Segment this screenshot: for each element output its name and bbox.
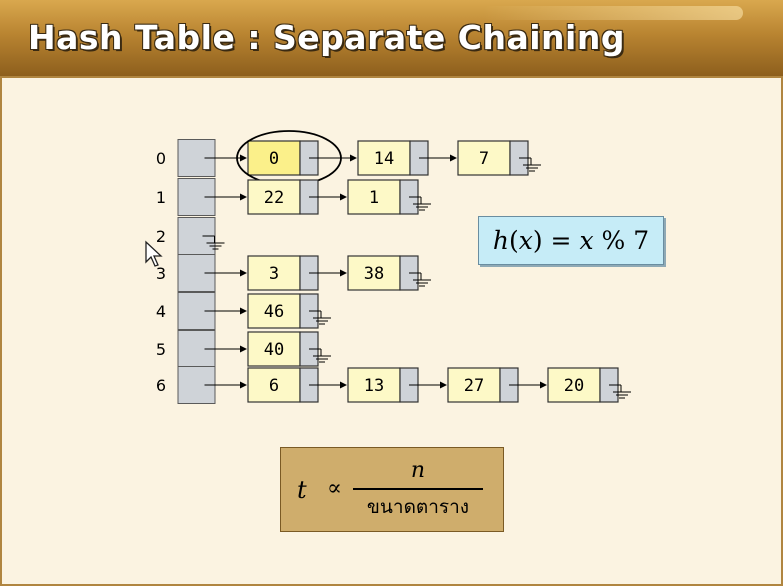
- node-value: 22: [264, 188, 284, 208]
- array-index: 1: [156, 188, 166, 207]
- fraction-denominator: ขนาดตาราง: [366, 496, 470, 518]
- hash-func-var: x: [579, 226, 594, 255]
- node-data-cell: [347, 367, 401, 403]
- mouse-cursor-icon: [145, 240, 163, 267]
- hash-func-name: h: [492, 226, 509, 255]
- node-value: 3: [269, 264, 279, 284]
- node-data-cell: [247, 179, 301, 215]
- node-value: 1: [369, 188, 379, 208]
- hash-func-mod: % 7: [593, 226, 650, 255]
- node-value: 38: [364, 264, 384, 284]
- hash-func-arg: x: [518, 226, 533, 255]
- fraction-bar: [353, 488, 483, 490]
- node-value: 27: [464, 376, 484, 396]
- node-value: 0: [269, 149, 279, 169]
- node-value: 6: [269, 376, 279, 396]
- node-value: 20: [564, 376, 584, 396]
- time-complexity-box: t ∝ n ขนาดตาราง: [280, 447, 504, 532]
- node-data-cell: [447, 367, 501, 403]
- node-value: 13: [364, 376, 384, 396]
- node-data-cell: [347, 179, 401, 215]
- node-data-cell: [547, 367, 601, 403]
- node-value: 14: [374, 149, 394, 169]
- time-symbol: t: [297, 476, 307, 504]
- array-index: 3: [156, 264, 166, 283]
- node-data-cell: [247, 255, 301, 291]
- node-data-cell: [357, 140, 411, 176]
- node-value: 7: [479, 149, 489, 169]
- array-index: 5: [156, 340, 166, 359]
- node-data-cell: [347, 255, 401, 291]
- array-index: 2: [156, 227, 166, 246]
- node-data-cell: [247, 140, 301, 176]
- slide-title: Hash Table : Separate Chaining: [28, 18, 625, 57]
- fraction-numerator: n: [410, 458, 426, 483]
- array-index: 0: [156, 149, 166, 168]
- node-data-cell: [247, 331, 301, 367]
- proportional-symbol: ∝: [327, 476, 342, 501]
- title-bar: Hash Table : Separate Chaining: [0, 0, 783, 76]
- hash-function-box: h(x) = x % 7: [478, 216, 664, 265]
- array-index: 6: [156, 376, 166, 395]
- array-index: 4: [156, 302, 166, 321]
- node-value: 46: [264, 302, 284, 322]
- node-data-cell: [457, 140, 511, 176]
- node-value: 40: [264, 340, 284, 360]
- title-shine: [483, 6, 743, 20]
- node-data-cell: [247, 293, 301, 329]
